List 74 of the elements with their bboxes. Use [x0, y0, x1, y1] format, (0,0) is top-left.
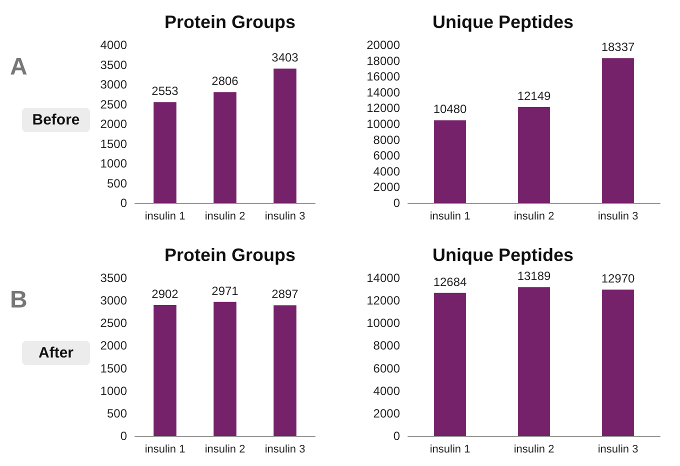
bar: [154, 102, 176, 203]
x-tick-label: insulin 3: [264, 444, 306, 456]
y-tick-label: 500: [106, 176, 128, 190]
bar: [274, 68, 296, 203]
y-tick-label: 6000: [373, 148, 400, 163]
y-tick-label: 2000: [100, 117, 128, 131]
y-tick-label: 16000: [366, 70, 400, 84]
y-tick-label: 2000: [100, 338, 128, 353]
y-tick-label: 12000: [366, 294, 400, 308]
data-label: 3403: [272, 50, 299, 65]
y-tick-label: 0: [120, 196, 128, 210]
y-tick-label: 1500: [100, 361, 128, 376]
y-tick-label: 20000: [366, 38, 400, 52]
bar: [214, 92, 236, 203]
y-tick-label: 1000: [100, 156, 128, 170]
y-tick-label: 2500: [100, 316, 128, 330]
y-tick-label: 8000: [373, 132, 400, 147]
x-tick-label: insulin 2: [514, 444, 554, 456]
data-label: 13189: [517, 269, 552, 284]
y-tick-label: 500: [106, 406, 128, 420]
y-tick-label: 6000: [373, 361, 400, 376]
x-tick-label: insulin 1: [430, 444, 470, 456]
bar: [518, 107, 550, 203]
y-tick-label: 14000: [366, 85, 400, 100]
chart-title: Protein Groups: [164, 245, 296, 265]
y-tick-label: 2500: [100, 97, 128, 112]
y-tick-label: 12000: [366, 101, 400, 116]
data-label: 12970: [601, 272, 636, 286]
y-tick-label: 2000: [373, 406, 400, 420]
x-tick-label: insulin 3: [598, 210, 638, 222]
x-tick-label: insulin 2: [514, 210, 554, 222]
x-tick-label: insulin 1: [430, 210, 470, 222]
x-tick-label: insulin 1: [144, 210, 186, 222]
y-tick-label: 3500: [100, 58, 128, 72]
chart-title: Unique Peptides: [432, 245, 574, 265]
y-tick-label: 0: [393, 429, 400, 443]
chart-title: Unique Peptides: [432, 12, 574, 32]
data-label: 2971: [212, 284, 239, 298]
text: After: [38, 344, 74, 362]
y-tick-label: 4000: [100, 38, 128, 52]
y-tick-label: 10000: [366, 117, 400, 131]
y-tick-label: 3500: [100, 271, 128, 285]
y-tick-label: 18000: [366, 54, 400, 68]
x-tick-label: insulin 3: [598, 444, 638, 456]
data-label: 12149: [517, 89, 552, 104]
data-label: 2902: [152, 286, 179, 301]
y-tick-label: 0: [120, 429, 128, 443]
y-tick-label: 1500: [100, 136, 128, 151]
data-label: 18337: [601, 40, 636, 54]
y-tick-label: 4000: [373, 164, 400, 178]
data-label: 2553: [152, 84, 179, 98]
text: A: [10, 54, 28, 80]
data-label: 10480: [433, 102, 468, 116]
y-tick-label: 3000: [100, 78, 128, 92]
text: B: [10, 286, 28, 314]
x-tick-label: insulin 3: [264, 210, 306, 222]
y-tick-label: 2000: [373, 180, 400, 194]
x-tick-label: insulin 2: [204, 210, 246, 222]
y-tick-label: 10000: [366, 316, 400, 330]
y-tick-label: 3000: [100, 294, 128, 308]
data-label: 12684: [433, 274, 468, 289]
x-tick-label: insulin 2: [204, 444, 246, 456]
x-tick-label: insulin 1: [144, 444, 186, 456]
y-tick-label: 1000: [100, 384, 128, 398]
y-tick-label: 4000: [373, 384, 400, 398]
y-tick-label: 14000: [366, 271, 400, 285]
bar: [434, 120, 466, 203]
text: Before: [32, 112, 80, 128]
chart-title: Protein Groups: [164, 12, 296, 32]
bar: [602, 58, 634, 203]
data-label: 2806: [212, 74, 239, 88]
data-label: 2897: [272, 287, 299, 302]
y-tick-label: 8000: [373, 338, 400, 353]
y-tick-label: 0: [393, 196, 400, 210]
